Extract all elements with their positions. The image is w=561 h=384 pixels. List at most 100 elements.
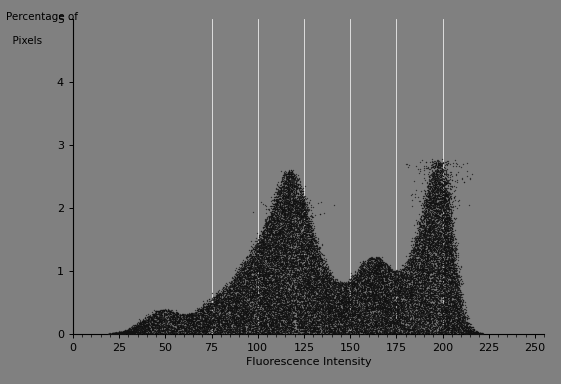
Point xyxy=(380,329,389,335)
Point xyxy=(293,177,302,183)
Point xyxy=(401,300,410,306)
Point xyxy=(419,220,428,226)
Point xyxy=(284,324,293,330)
Point xyxy=(245,324,254,330)
Point xyxy=(367,299,376,305)
Point xyxy=(439,322,448,328)
Point xyxy=(148,330,157,336)
Point xyxy=(447,252,456,258)
Point xyxy=(280,203,289,209)
Point xyxy=(345,293,354,299)
Point xyxy=(254,296,263,302)
Point xyxy=(289,222,298,228)
Point xyxy=(438,199,447,205)
Point xyxy=(296,245,305,251)
Point xyxy=(226,319,235,325)
Point xyxy=(310,232,319,238)
Point xyxy=(413,244,422,250)
Point xyxy=(300,325,309,331)
Point xyxy=(392,328,401,334)
Point xyxy=(331,330,340,336)
Point xyxy=(277,207,286,214)
Point xyxy=(282,221,291,227)
Point xyxy=(315,258,324,264)
Point xyxy=(313,292,322,298)
Point xyxy=(148,316,157,323)
Point xyxy=(424,236,433,242)
Point xyxy=(261,231,270,237)
Point xyxy=(442,221,451,227)
Point xyxy=(302,215,311,222)
Point xyxy=(288,248,297,254)
Point xyxy=(131,331,140,337)
Point xyxy=(393,281,402,288)
Point xyxy=(260,251,269,257)
Point xyxy=(337,318,346,324)
Point xyxy=(353,329,362,335)
Point xyxy=(236,331,245,337)
Point xyxy=(227,313,236,319)
Point xyxy=(306,207,315,213)
Point xyxy=(412,243,421,250)
Point xyxy=(254,274,263,280)
Point xyxy=(241,302,250,308)
Point xyxy=(427,273,436,279)
Point xyxy=(275,207,284,214)
Point xyxy=(272,252,281,258)
Point xyxy=(342,291,351,298)
Point xyxy=(162,311,171,317)
Point xyxy=(376,312,385,318)
Point xyxy=(273,310,282,316)
Point xyxy=(399,323,408,329)
Point xyxy=(136,329,145,335)
Point xyxy=(408,291,417,298)
Point xyxy=(392,271,401,277)
Point xyxy=(300,330,309,336)
Point xyxy=(274,312,283,318)
Point xyxy=(274,258,283,265)
Point xyxy=(260,289,269,295)
Point xyxy=(120,329,129,335)
Point xyxy=(229,315,238,321)
Point xyxy=(357,299,366,305)
Point xyxy=(328,303,337,309)
Point xyxy=(208,321,217,327)
Point xyxy=(282,288,291,295)
Point xyxy=(206,318,215,324)
Point xyxy=(327,328,335,334)
Point xyxy=(285,210,294,216)
Point xyxy=(263,265,272,271)
Point xyxy=(241,304,250,310)
Point xyxy=(269,231,278,237)
Point xyxy=(173,329,182,335)
Point xyxy=(363,262,372,268)
Point xyxy=(344,304,353,310)
Point xyxy=(306,289,315,295)
Point xyxy=(307,245,316,251)
Point xyxy=(364,291,373,297)
Point xyxy=(438,303,447,309)
Point xyxy=(268,197,277,204)
Point xyxy=(261,254,270,260)
Point xyxy=(447,275,456,281)
Point xyxy=(263,296,272,302)
Point xyxy=(439,176,448,182)
Point xyxy=(155,307,164,313)
Point xyxy=(157,318,165,324)
Point xyxy=(418,265,427,271)
Point xyxy=(301,230,310,237)
Point xyxy=(246,262,255,268)
Point xyxy=(429,243,438,249)
Point xyxy=(426,217,435,223)
Point xyxy=(172,319,181,325)
Point xyxy=(410,285,419,291)
Point xyxy=(291,250,300,257)
Point xyxy=(271,223,280,229)
Point xyxy=(234,280,243,286)
Point xyxy=(429,228,438,235)
Point xyxy=(416,224,425,230)
Point xyxy=(446,220,455,226)
Point xyxy=(229,322,238,328)
Point xyxy=(268,327,277,333)
Point xyxy=(206,312,215,318)
